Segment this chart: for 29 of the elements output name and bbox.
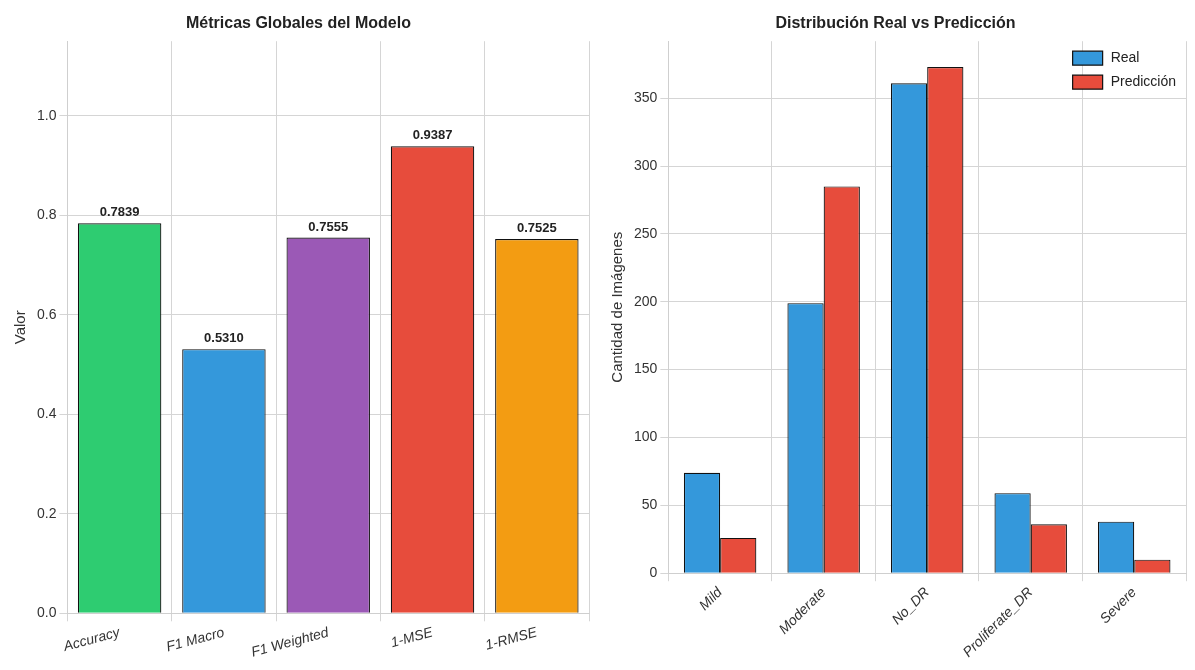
y-tick-label: 300 [634,156,658,173]
y-tick-label: 150 [634,360,658,377]
y-tick-label: 0.4 [36,405,57,422]
y-tick-label: 0 [649,564,658,581]
legend-label: Predicción [1110,73,1177,90]
x-tick-label: F1 Macro [164,623,226,655]
y-axis-title: Valor [11,310,29,345]
data-label: 0.5310 [204,330,244,346]
y-tick-label: 0.6 [36,305,57,322]
chart-title: Métricas Globales del Modelo [186,14,412,32]
legend-label: Real [1110,49,1140,66]
data-label: 0.9387 [412,127,453,143]
chart-title: Distribución Real vs Predicción [775,14,1016,32]
data-label: 0.7555 [308,218,349,234]
y-tick-label: 200 [634,292,658,309]
y-tick-label: 350 [634,89,658,106]
data-label: 0.7525 [516,220,557,236]
y-tick-label: 250 [634,224,658,241]
y-tick-label: 50 [641,496,658,513]
y-tick-label: 1.0 [36,106,57,123]
y-axis-title: Cantidad de Imágenes [608,231,626,383]
x-tick-label: Accuracy [60,623,123,655]
y-tick-label: 100 [634,428,658,445]
y-tick-label: 0.0 [36,604,57,621]
y-tick-label: 0.8 [36,206,57,223]
data-label: 0.7839 [99,204,140,220]
y-tick-label: 0.2 [36,504,57,521]
x-tick-label: 1-MSE [388,623,435,651]
x-tick-label: 1-RMSE [483,623,540,653]
